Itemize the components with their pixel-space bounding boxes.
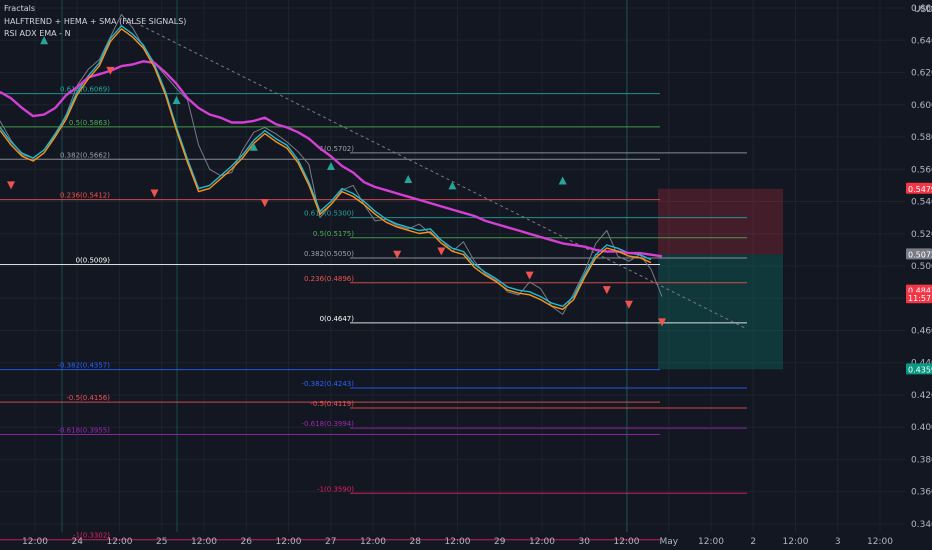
y-tick-label: 0.3800	[911, 455, 932, 465]
fib-level-label: -0.5(0.4119)	[310, 400, 354, 408]
price-tag-label: 0.5479	[908, 185, 932, 194]
fib-level-label: -0.382(0.4243)	[301, 380, 354, 388]
buy-signal-marker	[327, 162, 335, 171]
y-tick-label: 0.5000	[911, 262, 932, 272]
fib-retracement[interactable]: 1(0.6717)0.618(0.6069)0.5(0.5863)0.382(0…	[0, 0, 747, 541]
hema-line	[0, 28, 652, 310]
x-tick-label: 30	[579, 537, 591, 547]
y-tick-label: 0.5800	[911, 133, 932, 143]
x-tick-label: 12:00	[360, 537, 386, 547]
x-tick-label: 12:00	[445, 537, 471, 547]
signal-markers	[7, 36, 666, 327]
price-tag	[906, 248, 932, 260]
x-tick-label: 27	[325, 537, 336, 547]
y-tick-label: 0.4000	[911, 423, 932, 433]
indicator-label-fractals[interactable]: Fractals	[4, 4, 36, 13]
sell-signal-marker	[150, 189, 159, 198]
x-tick-label: 12:00	[276, 537, 302, 547]
y-tick-label: 0.5200	[911, 230, 932, 240]
fib-level-label: -1(0.3590)	[317, 485, 354, 493]
x-tick-label: 28	[410, 537, 422, 547]
x-tick-label: 12:00	[22, 537, 48, 547]
fib-level-label: 0.618(0.5300)	[304, 210, 354, 218]
y-tick-label: 0.4600	[911, 326, 932, 336]
price-axis[interactable]: 0.6600 0.6400 0.6200 0.6000 0.5800 0.5600 0.54…	[906, 4, 932, 530]
buy-signal-marker	[448, 181, 457, 190]
fib-level-label: 1(0.5702)	[320, 145, 355, 153]
x-tick-label: 3	[835, 537, 841, 547]
fib-level-label: 0.5(0.5863)	[69, 119, 110, 127]
fib-level-label: -0.618(0.3994)	[301, 420, 354, 428]
indicator-label-rsi[interactable]: RSI ADX EMA - N	[4, 29, 71, 38]
x-tick-label: 12:00	[698, 537, 724, 547]
fib-level-label: -0.5(0.4156)	[66, 394, 110, 402]
y-tick-label: 0.5600	[911, 165, 932, 175]
x-tick-label: 2	[750, 537, 756, 547]
position-risk-zone	[658, 188, 783, 255]
sell-signal-marker	[260, 199, 269, 208]
price-tag-label: 0.4847	[908, 287, 932, 296]
price-tag	[906, 363, 932, 375]
x-tick-label: 24	[72, 537, 84, 547]
x-tick-label: 12:00	[867, 537, 893, 547]
price-tag-label: 0.5072	[908, 250, 932, 259]
y-tick-label: 0.6600	[911, 4, 932, 14]
x-tick-label: 12:00	[191, 537, 217, 547]
fib-level-label: 0.618(0.6069)	[60, 86, 110, 94]
sell-signal-marker	[393, 250, 402, 259]
x-tick-label: 12:00	[529, 537, 555, 547]
sell-signal-marker	[525, 271, 534, 280]
y-tick-label: 0.6200	[911, 69, 932, 79]
sell-signal-marker	[602, 286, 611, 295]
buy-signal-marker	[249, 142, 258, 151]
y-tick-label: 0.6000	[911, 101, 932, 111]
y-tick-label: 0.6400	[911, 36, 932, 46]
sell-signal-marker	[437, 247, 446, 256]
fib-level-label: -1(0.3302)	[73, 532, 110, 540]
fib-level-label: 0.236(0.4896)	[304, 275, 354, 283]
currency-label: USDT	[914, 5, 932, 15]
x-tick-label: 12:00	[614, 537, 640, 547]
y-tick-label: 0.3400	[911, 520, 932, 530]
trend-line[interactable]	[129, 19, 746, 329]
y-tick-label: 0.5400	[911, 198, 932, 208]
price-tag	[906, 182, 932, 194]
y-tick-label: 0.4200	[911, 391, 932, 401]
sell-signal-marker	[106, 66, 115, 75]
fib-level-label: 0.382(0.5050)	[304, 250, 354, 258]
fib-level-label: 0.236(0.5412)	[60, 192, 110, 200]
time-axis[interactable]: 12:00 24 12:00 25 12:00 26 12:00 27 12:00 28 12:00…	[22, 537, 893, 547]
sell-signal-marker	[7, 181, 16, 190]
position-reward-zone	[658, 254, 783, 370]
y-tick-label: 0.3600	[911, 488, 932, 498]
x-tick-label: 12:00	[107, 537, 133, 547]
buy-signal-marker	[40, 36, 49, 45]
fib-level-label: -0.618(0.3955)	[57, 426, 110, 434]
short-position-box[interactable]	[658, 188, 783, 370]
fib-level-label: 0.382(0.5662)	[60, 151, 110, 159]
price-tag-label: 11:57	[908, 294, 931, 303]
x-tick-label: 29	[494, 537, 506, 547]
price-tag-label: 0.4359	[908, 365, 932, 374]
buy-signal-marker	[558, 176, 567, 185]
halftrend-line	[0, 25, 652, 307]
fib-level-label: 0(0.4647)	[320, 315, 355, 323]
fib-level-label: 0.5(0.5175)	[313, 230, 354, 238]
buy-signal-marker	[172, 95, 181, 104]
x-tick-label: May	[659, 537, 678, 547]
grid	[0, 0, 905, 532]
sell-signal-marker	[658, 318, 666, 327]
x-tick-label: 26	[241, 537, 253, 547]
fib-level-label: 0(0.5009)	[76, 257, 111, 265]
x-tick-label: 12:00	[783, 537, 809, 547]
price-tag	[906, 292, 932, 304]
x-tick-label: 25	[156, 537, 167, 547]
sell-signal-marker	[624, 300, 633, 309]
buy-signal-marker	[404, 174, 413, 183]
indicator-label-halftrend[interactable]: HALFTREND + HEMA + SMA (FALSE SIGNALS)	[4, 17, 187, 26]
fib-level-label: -0.382(0.4357)	[57, 362, 110, 370]
